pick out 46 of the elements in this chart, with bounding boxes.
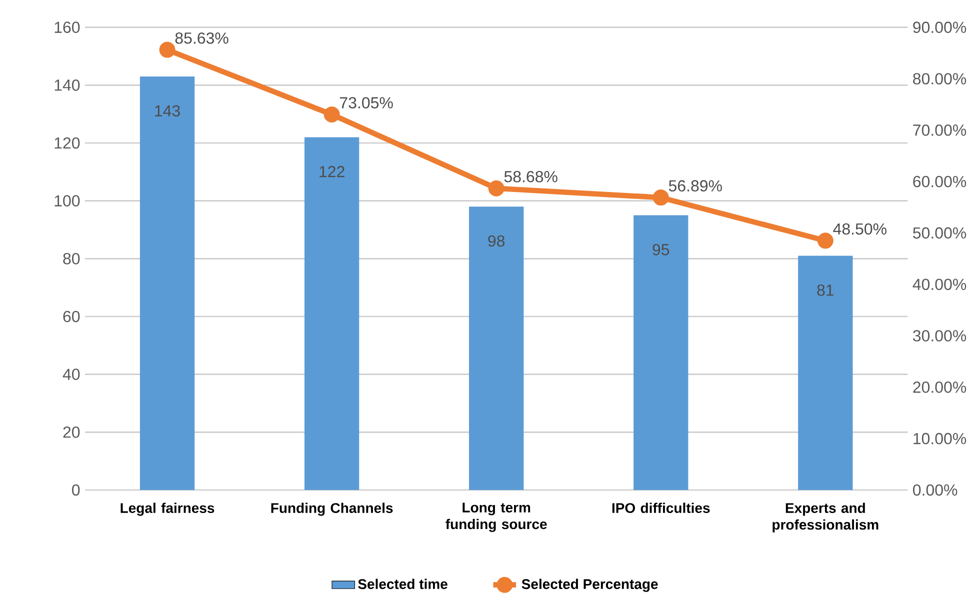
y-tick-label: 60 (63, 310, 80, 322)
y-tick-label: 100 (54, 195, 80, 206)
x-tick-label: Funding Channels (271, 502, 393, 516)
data-label: 95 (652, 244, 670, 256)
y2-tick-label: 10.00% (914, 432, 966, 444)
y2-tick-label: 30.00% (912, 330, 966, 342)
y2-tick-label: 40.00% (912, 278, 966, 290)
y2-tick-label: 20.00% (913, 382, 966, 393)
y-tick-label: 20 (63, 426, 80, 438)
data-label: 143 (155, 105, 180, 117)
y-tick-label: 0 (72, 484, 80, 496)
data-label: 81 (817, 284, 834, 296)
legend-label: Selected time (358, 578, 448, 590)
data-label: 56.89% (668, 180, 722, 192)
point (488, 180, 504, 196)
x-tick-label: Long term funding source (446, 502, 547, 532)
data-label: 98 (488, 235, 505, 247)
legend-label: Selected Percentage (522, 578, 658, 592)
y-tick-label: 160 (54, 22, 80, 33)
point (652, 190, 669, 206)
y-tick-label: 140 (54, 80, 80, 91)
data-label: 48.50% (833, 223, 886, 235)
point (324, 106, 340, 122)
bar (634, 215, 688, 490)
data-label: 122 (320, 166, 344, 178)
y2-tick-label: 90.00% (913, 22, 966, 33)
bar (798, 256, 853, 490)
x-tick-label: Experts and professionalism (772, 502, 878, 532)
y-tick-label: 120 (54, 137, 80, 149)
y2-tick-label: 50.00% (913, 227, 966, 239)
x-tick-label: IPO difficulties (612, 502, 710, 513)
y2-tick-label: 60.00% (913, 176, 966, 188)
y-tick-label: 80 (63, 253, 80, 264)
point (817, 232, 834, 249)
x-tick-label: Legal fairness (120, 502, 214, 516)
point (159, 42, 176, 58)
bar (469, 206, 524, 490)
data-label: 85.63% (175, 32, 228, 44)
y2-tick-label: 0.00% (913, 484, 958, 496)
y2-tick-label: 80.00% (913, 73, 966, 84)
y2-tick-label: 70.00% (913, 124, 966, 136)
y-tick-label: 40 (62, 368, 80, 380)
bar (140, 76, 195, 490)
data-label: 73.05% (340, 97, 393, 108)
data-label: 58.68% (504, 170, 558, 182)
bar (304, 137, 360, 490)
